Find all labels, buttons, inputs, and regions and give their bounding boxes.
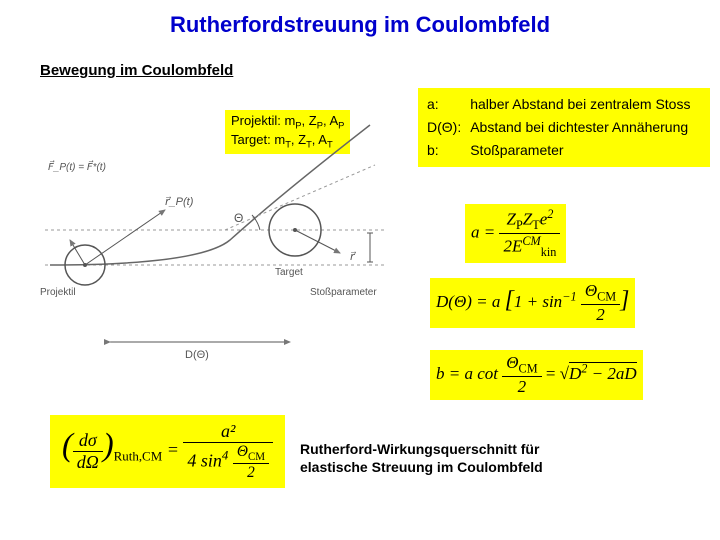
formula-a: a = ZPZTe22ECMkin	[465, 204, 566, 263]
page-title: Rutherfordstreuung im Coulombfeld	[0, 0, 720, 38]
cross-section-caption: Rutherford-Wirkungsquerschnitt für elast…	[300, 440, 560, 476]
formula-b: b = a cot ΘCM2 = √D2 − 2aD	[430, 350, 643, 400]
svg-text:r⃗: r⃗	[350, 251, 356, 263]
formula-d: D(Θ) = a [1 + sin−1 ΘCM2]	[430, 278, 635, 328]
def-b-text: Stoßparameter	[469, 140, 696, 161]
formula-cross-section: (dσdΩ)Ruth,CM = a²4 sin4 ΘCM2	[50, 415, 285, 488]
def-d-label: D(Θ):	[426, 117, 467, 138]
section-subtitle: Bewegung im Coulombfeld	[40, 62, 233, 79]
def-b-label: b:	[426, 140, 467, 161]
def-a-text: halber Abstand bei zentralem Stoss	[469, 94, 696, 115]
scattering-diagram: r⃗ r⃗_P(t) F⃗_P(t) = F⃗*(t) Projektil Ta…	[30, 110, 400, 380]
def-a-label: a:	[426, 94, 467, 115]
svg-text:Θ: Θ	[234, 211, 243, 225]
svg-text:Stoßparameter: Stoßparameter	[310, 287, 377, 298]
svg-text:F⃗_P(t) = F⃗*(t): F⃗_P(t) = F⃗*(t)	[48, 160, 106, 173]
svg-text:r⃗_P(t): r⃗_P(t)	[165, 196, 194, 208]
svg-text:Target: Target	[275, 267, 303, 278]
definitions-box: a:halber Abstand bei zentralem Stoss D(Θ…	[418, 88, 710, 167]
svg-text:Projektil: Projektil	[40, 287, 76, 298]
def-d-text: Abstand bei dichtester Annäherung	[469, 117, 696, 138]
svg-text:D(Θ): D(Θ)	[185, 349, 209, 361]
